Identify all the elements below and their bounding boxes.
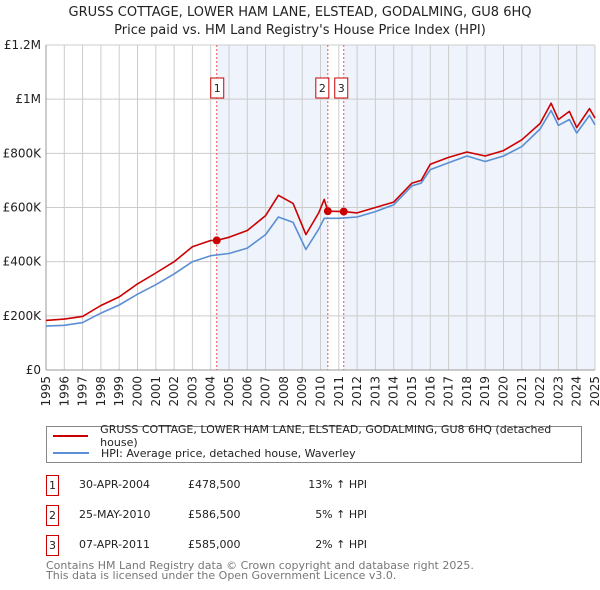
sale-date: 07-APR-2011: [79, 538, 151, 551]
sale-badge: 3: [46, 535, 59, 556]
footer-copyright: Contains HM Land Registry data © Crown c…: [46, 559, 474, 572]
badge-number: 1: [214, 82, 221, 95]
x-tick-label: 2001: [149, 376, 163, 407]
chart-subtitle: Price paid vs. HM Land Registry's House …: [114, 23, 486, 38]
x-tick-label: 2011: [332, 376, 346, 407]
x-tick-label: 1996: [57, 376, 71, 407]
legend-swatch-blue: [53, 452, 89, 454]
price-chart: £0 £200K £400K £600K £800K £1M £1.2M 1995 1996 19…: [3, 38, 600, 407]
legend-swatch-red: [53, 435, 89, 437]
badge-box: [315, 77, 330, 99]
x-tick-label: 2015: [405, 376, 419, 407]
badge-box: [210, 77, 225, 99]
x-tick-label: 2007: [259, 376, 273, 407]
x-tick-label: 2008: [277, 376, 291, 407]
x-tick-label: 2019: [478, 376, 492, 407]
x-tick-label: 2025: [588, 376, 600, 407]
x-tick-label: 2006: [240, 376, 254, 407]
chart-title: GRUSS COTTAGE, LOWER HAM LANE, ELSTEAD, …: [68, 5, 532, 20]
y-tick-label: £1.2M: [4, 38, 41, 52]
sale-point: [339, 207, 348, 216]
sale-price: £478,500: [188, 478, 241, 491]
sale-label-badge: 3: [334, 77, 349, 99]
x-tick-label: 1998: [94, 376, 108, 407]
x-tick-label: 2024: [570, 376, 584, 407]
y-tick-label: £200K: [3, 309, 43, 323]
footer-licence: This data is licensed under the Open Gov…: [46, 569, 397, 582]
x-tick-label: 2004: [204, 376, 218, 407]
sale-point: [323, 207, 332, 216]
badge-box: [334, 77, 349, 99]
x-tick-label: 2003: [185, 376, 199, 407]
sale-hpi: 5% ↑ HPI: [315, 508, 367, 521]
x-tick-label: 1995: [39, 376, 53, 407]
x-tick-label: 2012: [350, 376, 364, 407]
x-tick-label: 2010: [314, 376, 328, 407]
x-tick-label: 2013: [368, 376, 382, 407]
y-tick-label: £600K: [3, 201, 43, 215]
legend-item-property: GRUSS COTTAGE, LOWER HAM LANE, ELSTEAD, …: [47, 423, 581, 449]
legend-item-hpi: HPI: Average price, detached house, Wave…: [47, 445, 356, 461]
x-tick-label: 2000: [131, 376, 145, 407]
y-tick-label: £0: [26, 363, 41, 377]
badge-number: 2: [319, 82, 326, 95]
sale-date: 30-APR-2004: [79, 478, 151, 491]
x-tick-label: 2021: [515, 376, 529, 407]
series-line: [45, 109, 596, 327]
x-tick-label: 2016: [423, 376, 437, 407]
legend-label: GRUSS COTTAGE, LOWER HAM LANE, ELSTEAD, …: [100, 423, 552, 449]
sale-hpi: 2% ↑ HPI: [315, 538, 367, 551]
x-tick-label: 2022: [533, 376, 547, 407]
x-tick-label: 2009: [295, 376, 309, 407]
x-tick-label: 2014: [387, 376, 401, 407]
sale-point: [212, 236, 221, 245]
legend-label: HPI: Average price, detached house, Wave…: [101, 446, 356, 460]
sale-label-badge: 2: [315, 77, 330, 99]
legend: GRUSS COTTAGE, LOWER HAM LANE, ELSTEAD, …: [46, 423, 582, 463]
x-tick-label: 2023: [551, 376, 565, 407]
y-tick-label: £800K: [3, 146, 43, 160]
x-tick-label: 2017: [442, 376, 456, 407]
footer: Contains HM Land Registry data © Crown c…: [46, 559, 474, 582]
y-tick-label: £400K: [3, 255, 43, 269]
sale-badge: 2: [46, 505, 59, 526]
x-tick-label: 2005: [222, 376, 236, 407]
x-tick-label: 1997: [76, 376, 90, 407]
sale-price: £585,000: [188, 538, 241, 551]
sale-hpi: 13% ↑ HPI: [308, 478, 367, 491]
badge-number: 3: [338, 82, 345, 95]
sale-label-badge: 1: [210, 77, 225, 99]
x-tick-label: 2020: [497, 376, 511, 407]
y-tick-label: £1M: [15, 92, 41, 106]
x-tick-label: 1999: [112, 376, 126, 407]
sale-badge: 1: [46, 475, 59, 496]
sale-price: £586,500: [188, 508, 241, 521]
x-tick-label: 2002: [167, 376, 181, 407]
sale-date: 25-MAY-2010: [79, 508, 151, 521]
x-tick-label: 2018: [460, 376, 474, 407]
